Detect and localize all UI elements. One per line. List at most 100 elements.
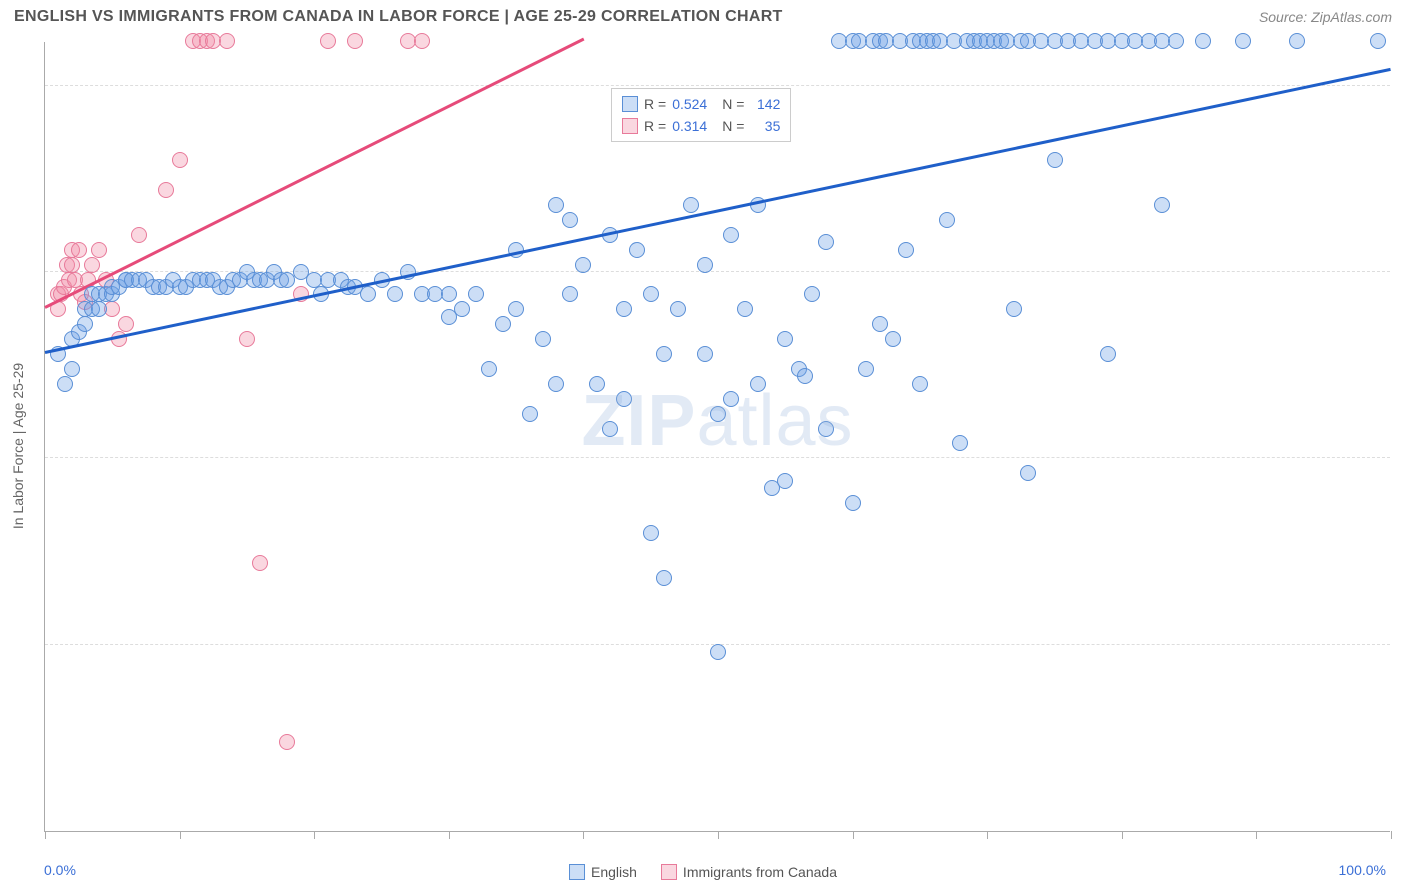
data-point-english <box>723 391 739 407</box>
legend-swatch <box>569 864 585 880</box>
data-point-english <box>952 435 968 451</box>
x-tick <box>1391 831 1392 839</box>
data-point-english <box>454 301 470 317</box>
x-tick <box>853 831 854 839</box>
data-point-english <box>1020 465 1036 481</box>
data-point-english <box>912 376 928 392</box>
data-point-english <box>750 376 766 392</box>
data-point-english <box>818 421 834 437</box>
x-tick <box>583 831 584 839</box>
data-point-english <box>64 361 80 377</box>
data-point-canada <box>219 33 235 49</box>
data-point-english <box>643 525 659 541</box>
data-point-english <box>522 406 538 422</box>
data-point-english <box>818 234 834 250</box>
x-tick <box>45 831 46 839</box>
data-point-english <box>777 331 793 347</box>
legend-item-canada: Immigrants from Canada <box>661 864 837 880</box>
data-point-english <box>723 227 739 243</box>
data-point-english <box>1235 33 1251 49</box>
correlation-legend: R = 0.524 N = 142 R = 0.314 N = 35 <box>611 88 791 142</box>
data-point-canada <box>64 257 80 273</box>
legend-r-label: R = <box>644 115 666 137</box>
legend-row-english: R = 0.524 N = 142 <box>622 93 780 115</box>
scatter-chart: ZIPatlas R =0.524N =142R =0.314N =35 62.… <box>44 42 1390 832</box>
legend-item-english: English <box>569 864 637 880</box>
legend-r-value: 0.314 <box>672 115 716 137</box>
data-point-english <box>468 286 484 302</box>
data-point-english <box>710 644 726 660</box>
x-axis-max-label: 100.0% <box>1339 862 1386 878</box>
data-point-english <box>1006 301 1022 317</box>
legend-r-value: 0.524 <box>672 93 716 115</box>
legend-n-label: N = <box>722 93 744 115</box>
legend-label: English <box>591 864 637 880</box>
legend-swatch <box>622 96 638 112</box>
data-point-english <box>656 570 672 586</box>
legend-label: Immigrants from Canada <box>683 864 837 880</box>
data-point-english <box>589 376 605 392</box>
data-point-english <box>1168 33 1184 49</box>
data-point-english <box>562 286 578 302</box>
legend-n-label: N = <box>722 115 744 137</box>
x-tick <box>1122 831 1123 839</box>
legend-swatch <box>661 864 677 880</box>
data-point-english <box>804 286 820 302</box>
legend-row-canada: R = 0.314 N = 35 <box>622 115 780 137</box>
data-point-english <box>737 301 753 317</box>
data-point-english <box>629 242 645 258</box>
data-point-english <box>710 406 726 422</box>
data-point-english <box>670 301 686 317</box>
chart-source: Source: ZipAtlas.com <box>1259 9 1392 25</box>
data-point-canada <box>239 331 255 347</box>
data-point-english <box>535 331 551 347</box>
legend-n-value: 35 <box>750 115 780 137</box>
trendline-canada <box>44 38 584 309</box>
x-tick <box>449 831 450 839</box>
x-tick <box>1256 831 1257 839</box>
data-point-english <box>1154 197 1170 213</box>
data-point-english <box>481 361 497 377</box>
data-point-english <box>508 301 524 317</box>
data-point-english <box>898 242 914 258</box>
data-point-canada <box>279 734 295 750</box>
data-point-canada <box>347 33 363 49</box>
data-point-english <box>858 361 874 377</box>
data-point-english <box>885 331 901 347</box>
data-point-english <box>575 257 591 273</box>
data-point-english <box>1370 33 1386 49</box>
gridline <box>45 457 1390 458</box>
data-point-english <box>683 197 699 213</box>
data-point-english <box>562 212 578 228</box>
data-point-english <box>777 473 793 489</box>
data-point-english <box>602 421 618 437</box>
data-point-english <box>91 301 107 317</box>
data-point-english <box>1195 33 1211 49</box>
data-point-canada <box>172 152 188 168</box>
x-tick <box>180 831 181 839</box>
data-point-canada <box>91 242 107 258</box>
data-point-canada <box>84 257 100 273</box>
data-point-canada <box>131 227 147 243</box>
data-point-english <box>57 376 73 392</box>
x-tick <box>718 831 719 839</box>
data-point-canada <box>414 33 430 49</box>
data-point-english <box>387 286 403 302</box>
data-point-english <box>643 286 659 302</box>
data-point-canada <box>252 555 268 571</box>
data-point-english <box>495 316 511 332</box>
data-point-english <box>1289 33 1305 49</box>
data-point-english <box>616 391 632 407</box>
data-point-english <box>548 197 564 213</box>
data-point-english <box>548 376 564 392</box>
legend-r-label: R = <box>644 93 666 115</box>
data-point-english <box>1047 152 1063 168</box>
chart-title: ENGLISH VS IMMIGRANTS FROM CANADA IN LAB… <box>14 8 783 26</box>
legend-n-value: 142 <box>750 93 780 115</box>
data-point-english <box>1100 346 1116 362</box>
x-tick <box>987 831 988 839</box>
data-point-english <box>656 346 672 362</box>
data-point-english <box>697 257 713 273</box>
data-point-canada <box>320 33 336 49</box>
data-point-canada <box>118 316 134 332</box>
